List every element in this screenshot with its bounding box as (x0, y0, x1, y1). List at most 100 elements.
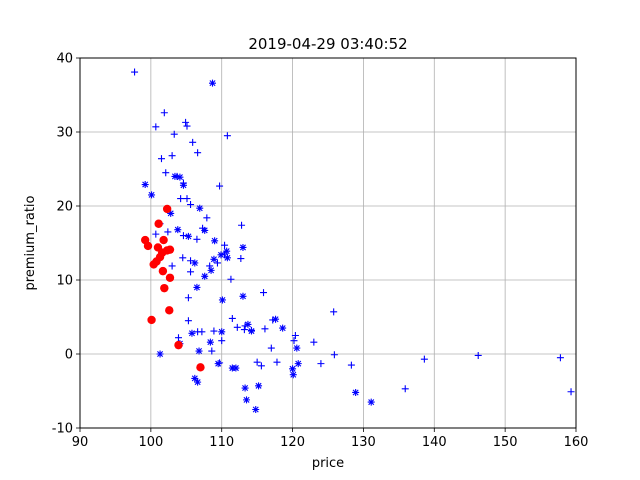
data-point-plus (170, 130, 178, 138)
data-point-star (232, 364, 240, 372)
data-point-plus (261, 325, 269, 333)
data-point-plus (310, 338, 318, 346)
data-point-star (239, 292, 247, 300)
data-point-plus (567, 388, 575, 396)
data-point-star (201, 226, 209, 234)
data-point-plus (317, 360, 325, 368)
data-point-plus (152, 230, 160, 238)
x-tick-label: 160 (564, 435, 589, 450)
data-point-plus (213, 259, 221, 267)
data-point-plus (182, 118, 190, 126)
data-point-plus (221, 241, 229, 249)
y-tick-label: 20 (56, 200, 73, 215)
data-point-dot (158, 266, 168, 276)
data-point-plus (228, 314, 236, 322)
data-point-plus (194, 149, 202, 157)
data-point-star (191, 374, 199, 382)
data-point-plus (273, 358, 281, 366)
data-point-plus (291, 332, 299, 339)
y-tick-label: 30 (56, 126, 73, 141)
data-point-star (272, 315, 280, 323)
data-point-plus (162, 169, 170, 177)
data-point-plus (257, 362, 265, 370)
data-point-plus (179, 254, 187, 262)
x-tick-label: 150 (493, 435, 518, 450)
data-point-star (206, 338, 214, 346)
x-tick-label: 90 (72, 435, 89, 450)
data-point-dot (165, 245, 175, 254)
x-tick-label: 120 (280, 435, 305, 450)
data-point-star (171, 172, 179, 180)
data-point-star (194, 378, 202, 386)
data-point-star (184, 232, 192, 240)
data-point-dot (196, 363, 205, 372)
data-point-plus (347, 361, 355, 369)
data-point-plus (253, 358, 261, 366)
data-point-star (201, 272, 209, 280)
data-point-dot (155, 252, 165, 262)
axis-ticks: 90 100 110 120 130 140 150 160 -10 0 10 20 30 40 (52, 52, 589, 451)
chart-title: 2019-04-29 03:40:52 (248, 35, 407, 53)
data-point-plus (177, 195, 185, 203)
data-point-dot (174, 340, 183, 350)
data-point-plus (401, 385, 409, 393)
x-tick-label: 130 (351, 435, 376, 450)
y-tick-label: -10 (52, 422, 73, 437)
y-axis-label: premium_ratio (23, 195, 38, 290)
data-point-star (279, 324, 287, 332)
data-point-star (294, 360, 302, 368)
data-point-plus (330, 308, 338, 316)
data-point-plus (216, 182, 224, 190)
data-point-star (241, 384, 249, 392)
data-point-plus (164, 228, 172, 236)
data-point-plus (168, 152, 176, 160)
data-point-plus (131, 68, 139, 76)
data-point-star (191, 259, 199, 267)
data-point-plus (267, 344, 275, 352)
y-tick-label: 0 (65, 348, 73, 363)
data-point-plus (556, 354, 564, 362)
data-point-plus (474, 351, 482, 359)
data-point-plus (174, 334, 182, 342)
data-point-star (228, 364, 236, 372)
data-point-plus (240, 326, 248, 334)
data-point-plus (260, 289, 268, 297)
data-point-star (214, 360, 222, 368)
data-point-dot (160, 283, 169, 293)
data-point-plus (210, 327, 218, 335)
data-point-star (239, 243, 247, 251)
data-point-star (210, 255, 218, 263)
data-point-plus (218, 337, 226, 345)
data-point-star (252, 406, 260, 413)
plot-frame (79, 57, 577, 429)
data-point-plus (157, 155, 165, 163)
data-point-dot (149, 260, 158, 269)
data-point-star (289, 365, 297, 373)
data-point-plus (183, 122, 191, 130)
data-point-star (141, 181, 149, 189)
data-point-dot (165, 273, 175, 282)
data-point-plus (237, 255, 245, 263)
data-point-plus (223, 132, 231, 140)
data-point-star (367, 398, 375, 406)
data-point-star (217, 251, 225, 259)
data-point-dot (165, 306, 174, 315)
data-point-plus (187, 201, 195, 209)
data-point-star (176, 173, 184, 181)
data-point-plus (152, 123, 160, 131)
data-point-plus (184, 317, 192, 325)
data-point-star (244, 320, 252, 328)
data-point-star (255, 382, 263, 390)
data-point-plus (160, 109, 168, 117)
plot-points (131, 68, 575, 413)
data-point-plus (187, 268, 195, 276)
data-point-star (209, 79, 217, 87)
data-point-star (207, 266, 215, 274)
data-point-star (223, 254, 231, 262)
data-point-plus (184, 294, 192, 302)
data-point-star (195, 347, 203, 355)
data-point-dot (159, 235, 168, 245)
data-point-star (223, 247, 231, 255)
data-point-star (243, 396, 251, 404)
